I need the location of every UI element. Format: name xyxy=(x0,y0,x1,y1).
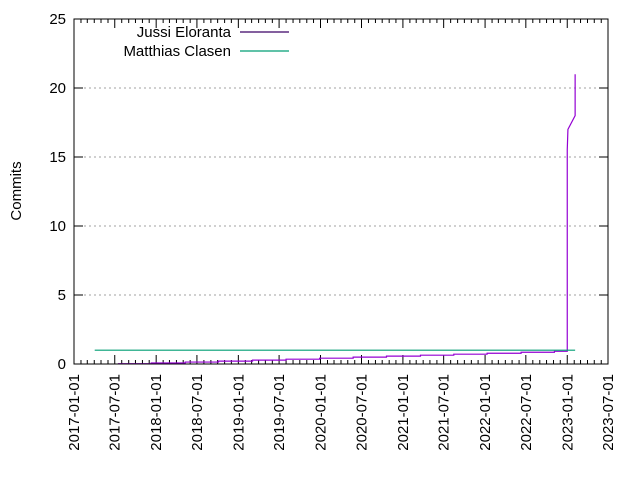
x-tick-label: 2022-01-01 xyxy=(477,374,494,451)
series-lines xyxy=(94,74,576,365)
y-axis-label: Commits xyxy=(8,161,25,220)
x-tick-label: 2021-07-01 xyxy=(436,374,453,451)
legend-label: Jussi Eloranta xyxy=(137,24,232,41)
x-tick-label: 2018-07-01 xyxy=(189,374,206,451)
x-tick-label: 2021-01-01 xyxy=(395,374,412,451)
x-tick-label: 2020-07-01 xyxy=(353,374,370,451)
y-tick-label: 10 xyxy=(49,218,66,235)
ticks: 0 5 10 15 20 25 2017-01-01 2017-07-01 2018-01-01… xyxy=(49,11,617,451)
x-tick-label: 2018-01-01 xyxy=(148,374,165,451)
x-tick-label: 2019-07-01 xyxy=(271,374,288,451)
y-tick-label: 5 xyxy=(58,287,66,304)
x-tick-label: 2017-07-01 xyxy=(107,374,124,451)
x-tick-label: 2020-01-01 xyxy=(313,374,330,451)
x-tick-label: 2017-01-01 xyxy=(66,374,83,451)
x-tick-label: 2022-07-01 xyxy=(518,374,535,451)
y-tick-label: 15 xyxy=(49,149,66,166)
y-tick-label: 20 xyxy=(49,80,66,97)
x-tick-label: 2023-07-01 xyxy=(600,374,617,451)
y-tick-label: 0 xyxy=(58,356,66,373)
plot-border xyxy=(73,18,609,365)
series-line-jussi-eloranta xyxy=(117,74,576,365)
legend: Jussi Eloranta Matthias Clasen xyxy=(123,24,289,60)
grid xyxy=(74,87,608,296)
x-tick-label: 2019-01-01 xyxy=(230,374,247,451)
x-tick-label: 2023-01-01 xyxy=(559,374,576,451)
legend-label: Matthias Clasen xyxy=(123,43,231,60)
y-tick-label: 25 xyxy=(49,11,66,28)
